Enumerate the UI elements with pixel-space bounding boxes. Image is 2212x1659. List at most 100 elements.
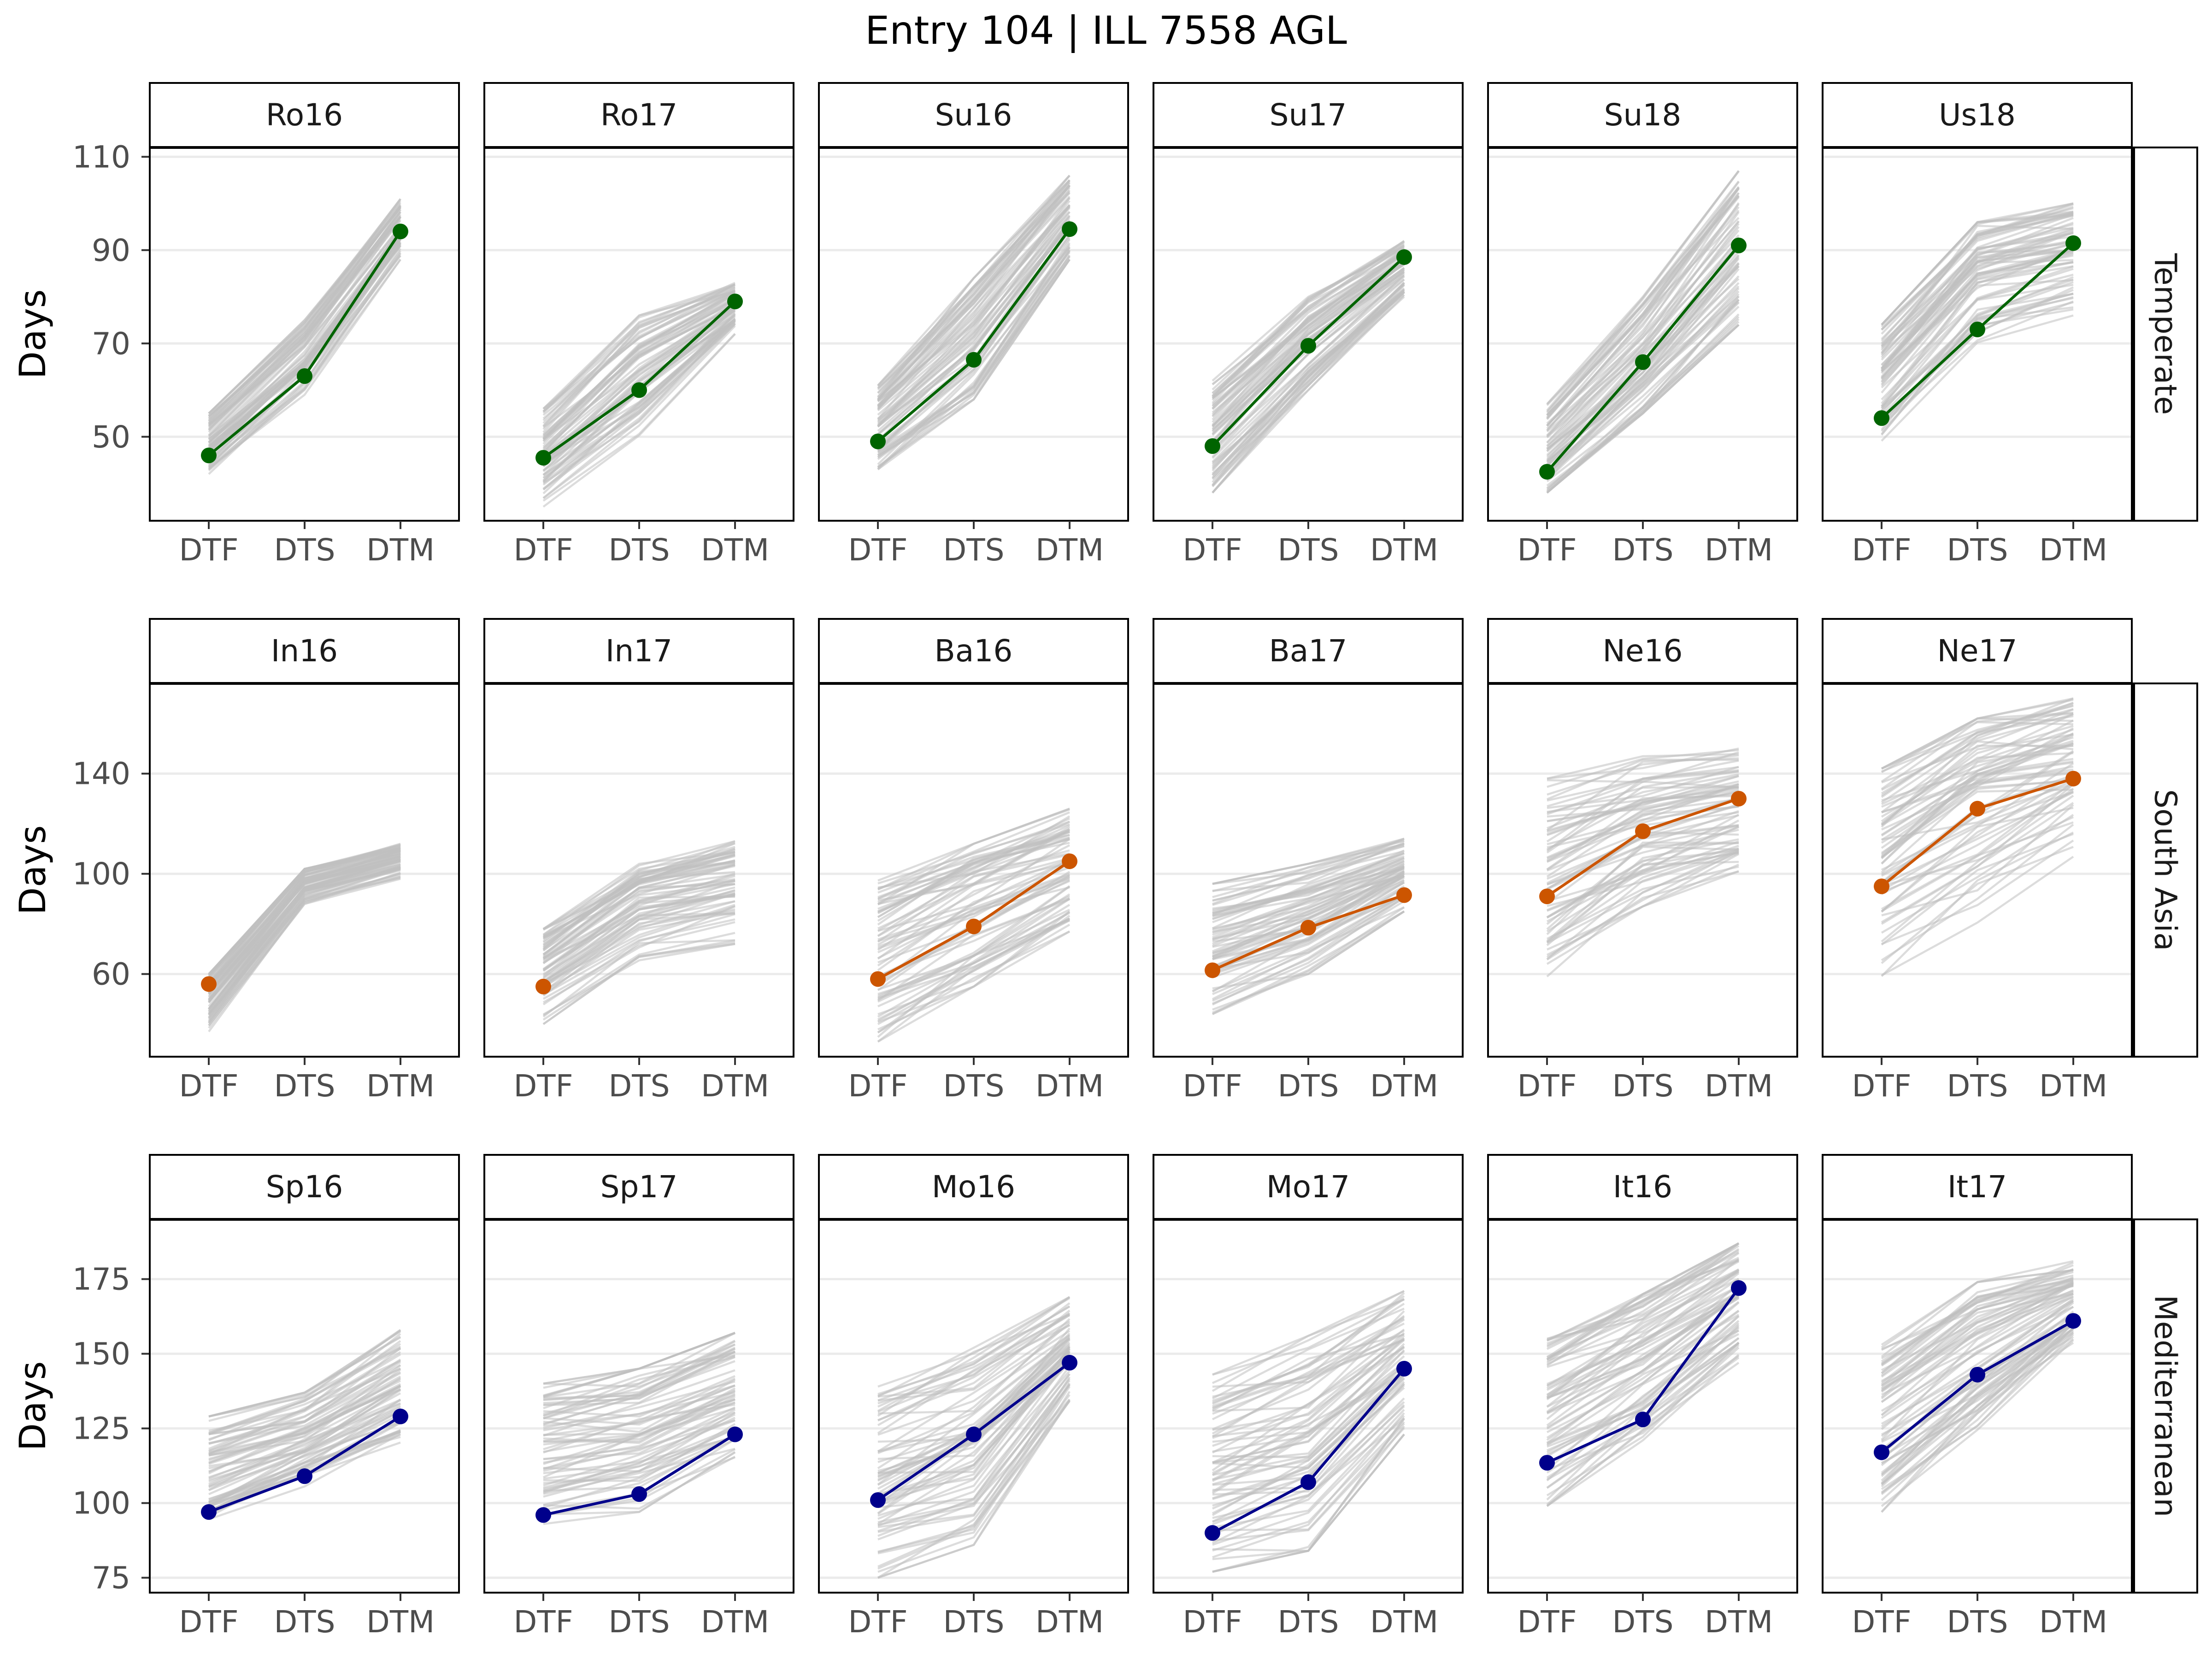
background-line [1881,1277,2074,1365]
background-line [1881,742,2074,837]
background-line [1212,1329,1405,1439]
panel-strip-label: Us18 [1939,97,2016,133]
highlight-point [1874,410,1889,426]
background-line [1212,1339,1405,1476]
background-line [1546,838,1739,942]
panel-strip [149,82,460,148]
background-line [1546,798,1739,863]
background-line [1546,757,1739,831]
highlight-point [727,1426,743,1442]
background-line [1546,825,1739,923]
highlight-point [1205,438,1220,454]
background-line [1547,1268,1740,1362]
background-line [1212,881,1405,971]
facet-row-2: Days 60 100 140 South Asia In16 DTF DTS DTM In17 D… [12,618,2198,1104]
background-line [877,1373,1071,1527]
background-line [1212,1369,1405,1482]
background-line [877,1358,1071,1503]
background-line [1212,906,1405,1014]
x-tick-label: DTS [1947,1068,2008,1104]
background-line [1212,253,1405,417]
panel-strip [818,82,1129,148]
highlight-point [1731,237,1747,253]
highlight-point [1205,962,1220,978]
background-line [1546,194,1740,406]
background-line [1546,1259,1739,1367]
x-tick-label: DTM [1705,1604,1773,1640]
background-line [543,1435,735,1493]
background-line [1212,1421,1405,1552]
background-line [1546,1315,1740,1466]
background-line [1881,846,2074,964]
background-line [877,1365,1071,1537]
panel-strip-label: It17 [1947,1169,2007,1205]
background-line [1212,1295,1405,1402]
background-line [1546,221,1740,444]
background-line [1547,771,1739,816]
panel-strip [149,1154,460,1220]
panel-strip [1822,82,2133,148]
background-line [542,859,735,956]
background-line [877,811,1070,891]
background-line [1881,283,2074,407]
background-line [1546,211,1740,433]
y-tick-label: 100 [72,856,130,892]
panel-strip-label: Sp17 [600,1169,678,1205]
background-line [1212,842,1405,885]
background-line [1212,278,1405,459]
x-tick-label: DTF [513,1604,573,1640]
background-line [208,1368,401,1455]
x-tick-label: DTF [848,1068,907,1104]
background-line [208,228,401,437]
background-line [1547,747,1739,780]
background-line [208,1375,401,1464]
background-line [877,895,1070,977]
background-line [877,918,1071,1022]
background-line [1212,874,1405,936]
y-tick-label: 110 [72,139,130,175]
background-line [542,889,735,984]
background-line [1546,301,1740,471]
highlight-point [1635,823,1651,839]
x-tick-label: DTM [701,1604,769,1640]
background-line [1212,900,1405,1002]
background-line [877,211,1071,420]
background-line [208,848,401,983]
background-line [877,1297,1071,1388]
background-line [877,1296,1071,1395]
background-line [1546,1337,1740,1500]
x-tick-label: DTM [1705,532,1773,568]
highlight-point [1396,249,1412,265]
background-line [877,823,1070,900]
background-line [543,1356,735,1406]
background-line [208,1384,401,1460]
x-tick-label: DTS [1612,1604,1673,1640]
background-line [1212,245,1405,394]
x-tick-label: DTS [1277,532,1339,568]
background-line [1546,1310,1740,1447]
background-line [1881,1280,2074,1383]
background-line [1212,1307,1405,1400]
background-line [542,939,735,1018]
panel-strip-label: Ro17 [600,97,677,133]
y-axis-label: Days [12,825,54,915]
background-line [877,204,1071,408]
background-line [1881,839,2074,945]
background-line [543,1343,736,1417]
background-line [208,230,401,440]
panel-strip-label: Mo17 [1266,1169,1350,1205]
background-line [877,205,1071,420]
background-line [543,1387,736,1443]
background-line [543,1332,735,1389]
background-line [877,251,1071,465]
highlight-point [1731,1280,1747,1296]
panel-strip [149,618,460,684]
background-line [208,850,401,987]
background-line [877,259,1071,457]
highlight-point [297,368,312,384]
background-line [1881,242,2074,378]
background-line [877,912,1071,995]
panel-strip-label: Su16 [935,97,1012,133]
background-line [877,1337,1071,1454]
background-line [1546,299,1740,482]
